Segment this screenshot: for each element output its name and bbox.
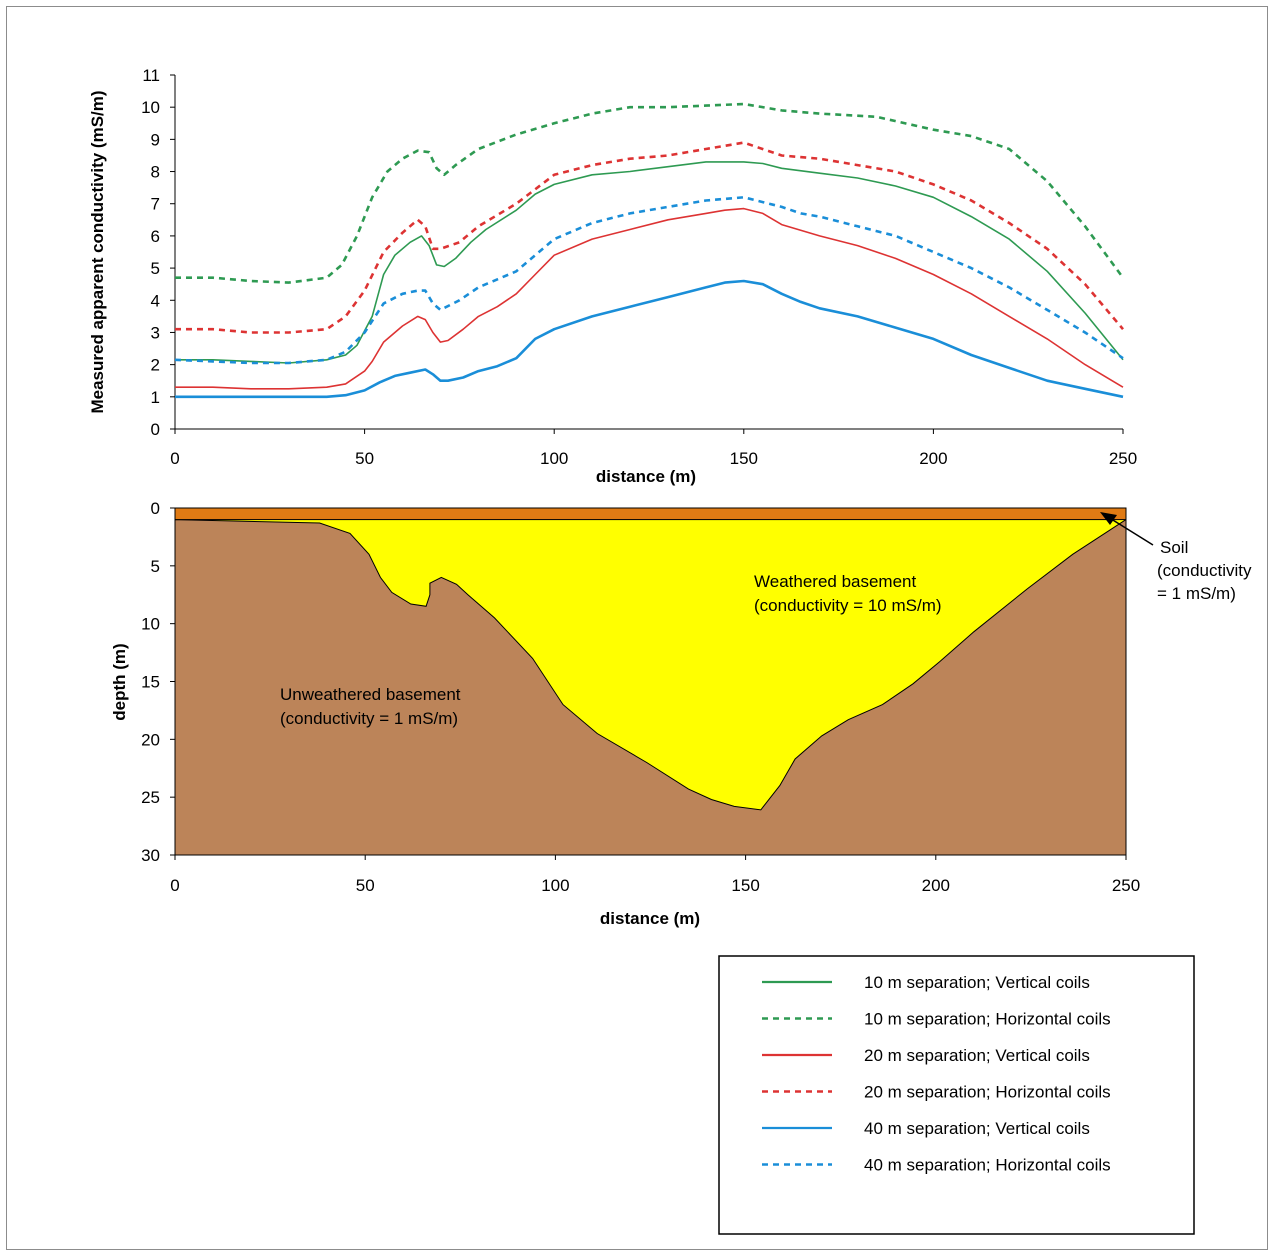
x-tick-label: 0 <box>170 876 179 895</box>
y-tick-label: 4 <box>151 291 160 310</box>
x-tick-label: 100 <box>541 876 569 895</box>
unweathered-conductivity-label: (conductivity = 1 mS/m) <box>280 709 458 728</box>
x-tick-labels: 0 50 100 150 200 250 <box>170 449 1137 468</box>
soil-arrow-head <box>1100 512 1117 525</box>
x-tick-label: 50 <box>356 876 375 895</box>
conductivity-chart: 0 1 2 3 4 5 6 7 8 9 10 11 0 50 100 150 200 250 distance … <box>88 66 1137 486</box>
series-lines <box>174 102 1125 399</box>
y-tick-label: 0 <box>151 499 160 518</box>
y-tick-label: 0 <box>151 420 160 439</box>
y-axis-title: Measured apparent conductivity (mS/m) <box>88 90 107 413</box>
y-tick-label: 25 <box>141 788 160 807</box>
y-axis-title: depth (m) <box>110 643 129 720</box>
y-tick-label: 9 <box>151 130 160 149</box>
x-tick-label: 250 <box>1112 876 1140 895</box>
soil-layer <box>174 507 1127 521</box>
x-tick-label: 50 <box>355 449 374 468</box>
series-line-4 <box>175 141 1124 334</box>
y-tick-label: 10 <box>141 98 160 117</box>
x-tick-label: 100 <box>540 449 568 468</box>
x-tick-labels: 0 50 100 150 200 250 <box>170 876 1140 895</box>
y-tick-label: 11 <box>142 66 160 85</box>
series-line-6 <box>174 196 1124 365</box>
x-tick-label: 250 <box>1109 449 1137 468</box>
figure-frame <box>6 6 1268 1250</box>
y-tick-label: 20 <box>141 730 160 749</box>
soil-label: Soil <box>1160 538 1188 557</box>
x-tick-label: 200 <box>919 449 947 468</box>
soil-conductivity-label: (conductivity <box>1157 561 1252 580</box>
legend-label-3: 20 m separation; Vertical coils <box>864 1046 1090 1065</box>
weathered-label: Weathered basement <box>754 572 917 591</box>
y-tick-label: 1 <box>151 388 160 407</box>
axis-ticks <box>170 507 1127 860</box>
legend-label-6: 40 m separation; Horizontal coils <box>864 1156 1111 1175</box>
y-tick-label: 8 <box>151 163 160 182</box>
y-tick-label: 7 <box>151 195 160 214</box>
legend-label-2: 10 m separation; Horizontal coils <box>864 1010 1111 1029</box>
y-tick-label: 5 <box>151 557 160 576</box>
y-tick-labels: 0 5 10 15 20 25 30 <box>141 499 160 865</box>
unweathered-label: Unweathered basement <box>280 685 461 704</box>
y-tick-label: 3 <box>151 323 160 342</box>
soil-arrow-line <box>1107 516 1154 546</box>
y-tick-label: 10 <box>141 615 160 634</box>
x-tick-label: 0 <box>170 449 179 468</box>
unweathered-basement-area <box>174 518 1127 856</box>
soil-conductivity-value: = 1 mS/m) <box>1157 584 1236 603</box>
x-axis-title: distance (m) <box>596 467 696 486</box>
x-tick-label: 150 <box>731 876 759 895</box>
legend-label-5: 40 m separation; Vertical coils <box>864 1119 1090 1138</box>
legend-box <box>718 955 1195 1235</box>
x-tick-label: 150 <box>730 449 758 468</box>
legend-label-1: 10 m separation; Vertical coils <box>864 973 1090 992</box>
series-line-3 <box>175 207 1124 390</box>
x-axis-title: distance (m) <box>600 909 700 928</box>
y-tick-label: 6 <box>151 227 160 246</box>
series-line-1 <box>175 161 1124 364</box>
y-tick-label: 5 <box>151 259 160 278</box>
y-tick-labels: 0 1 2 3 4 5 6 7 8 9 10 11 <box>141 66 160 439</box>
axis-ticks <box>170 74 1124 434</box>
y-tick-label: 15 <box>141 673 160 692</box>
x-tick-label: 200 <box>922 876 950 895</box>
weathered-conductivity-label: (conductivity = 10 mS/m) <box>754 596 942 615</box>
series-line-2 <box>175 102 1125 284</box>
legend-label-4: 20 m separation; Horizontal coils <box>864 1083 1111 1102</box>
geology-section-chart: 0 5 10 15 20 25 30 0 50 100 150 200 250 Weathered b… <box>110 499 1252 928</box>
legend: 10 m separation; Vertical coils 10 m sepa… <box>718 955 1195 1235</box>
y-tick-label: 2 <box>151 356 160 375</box>
series-line-5 <box>175 279 1124 399</box>
legend-items: 10 m separation; Vertical coils 10 m sepa… <box>762 973 1111 1175</box>
y-tick-label: 30 <box>141 846 160 865</box>
